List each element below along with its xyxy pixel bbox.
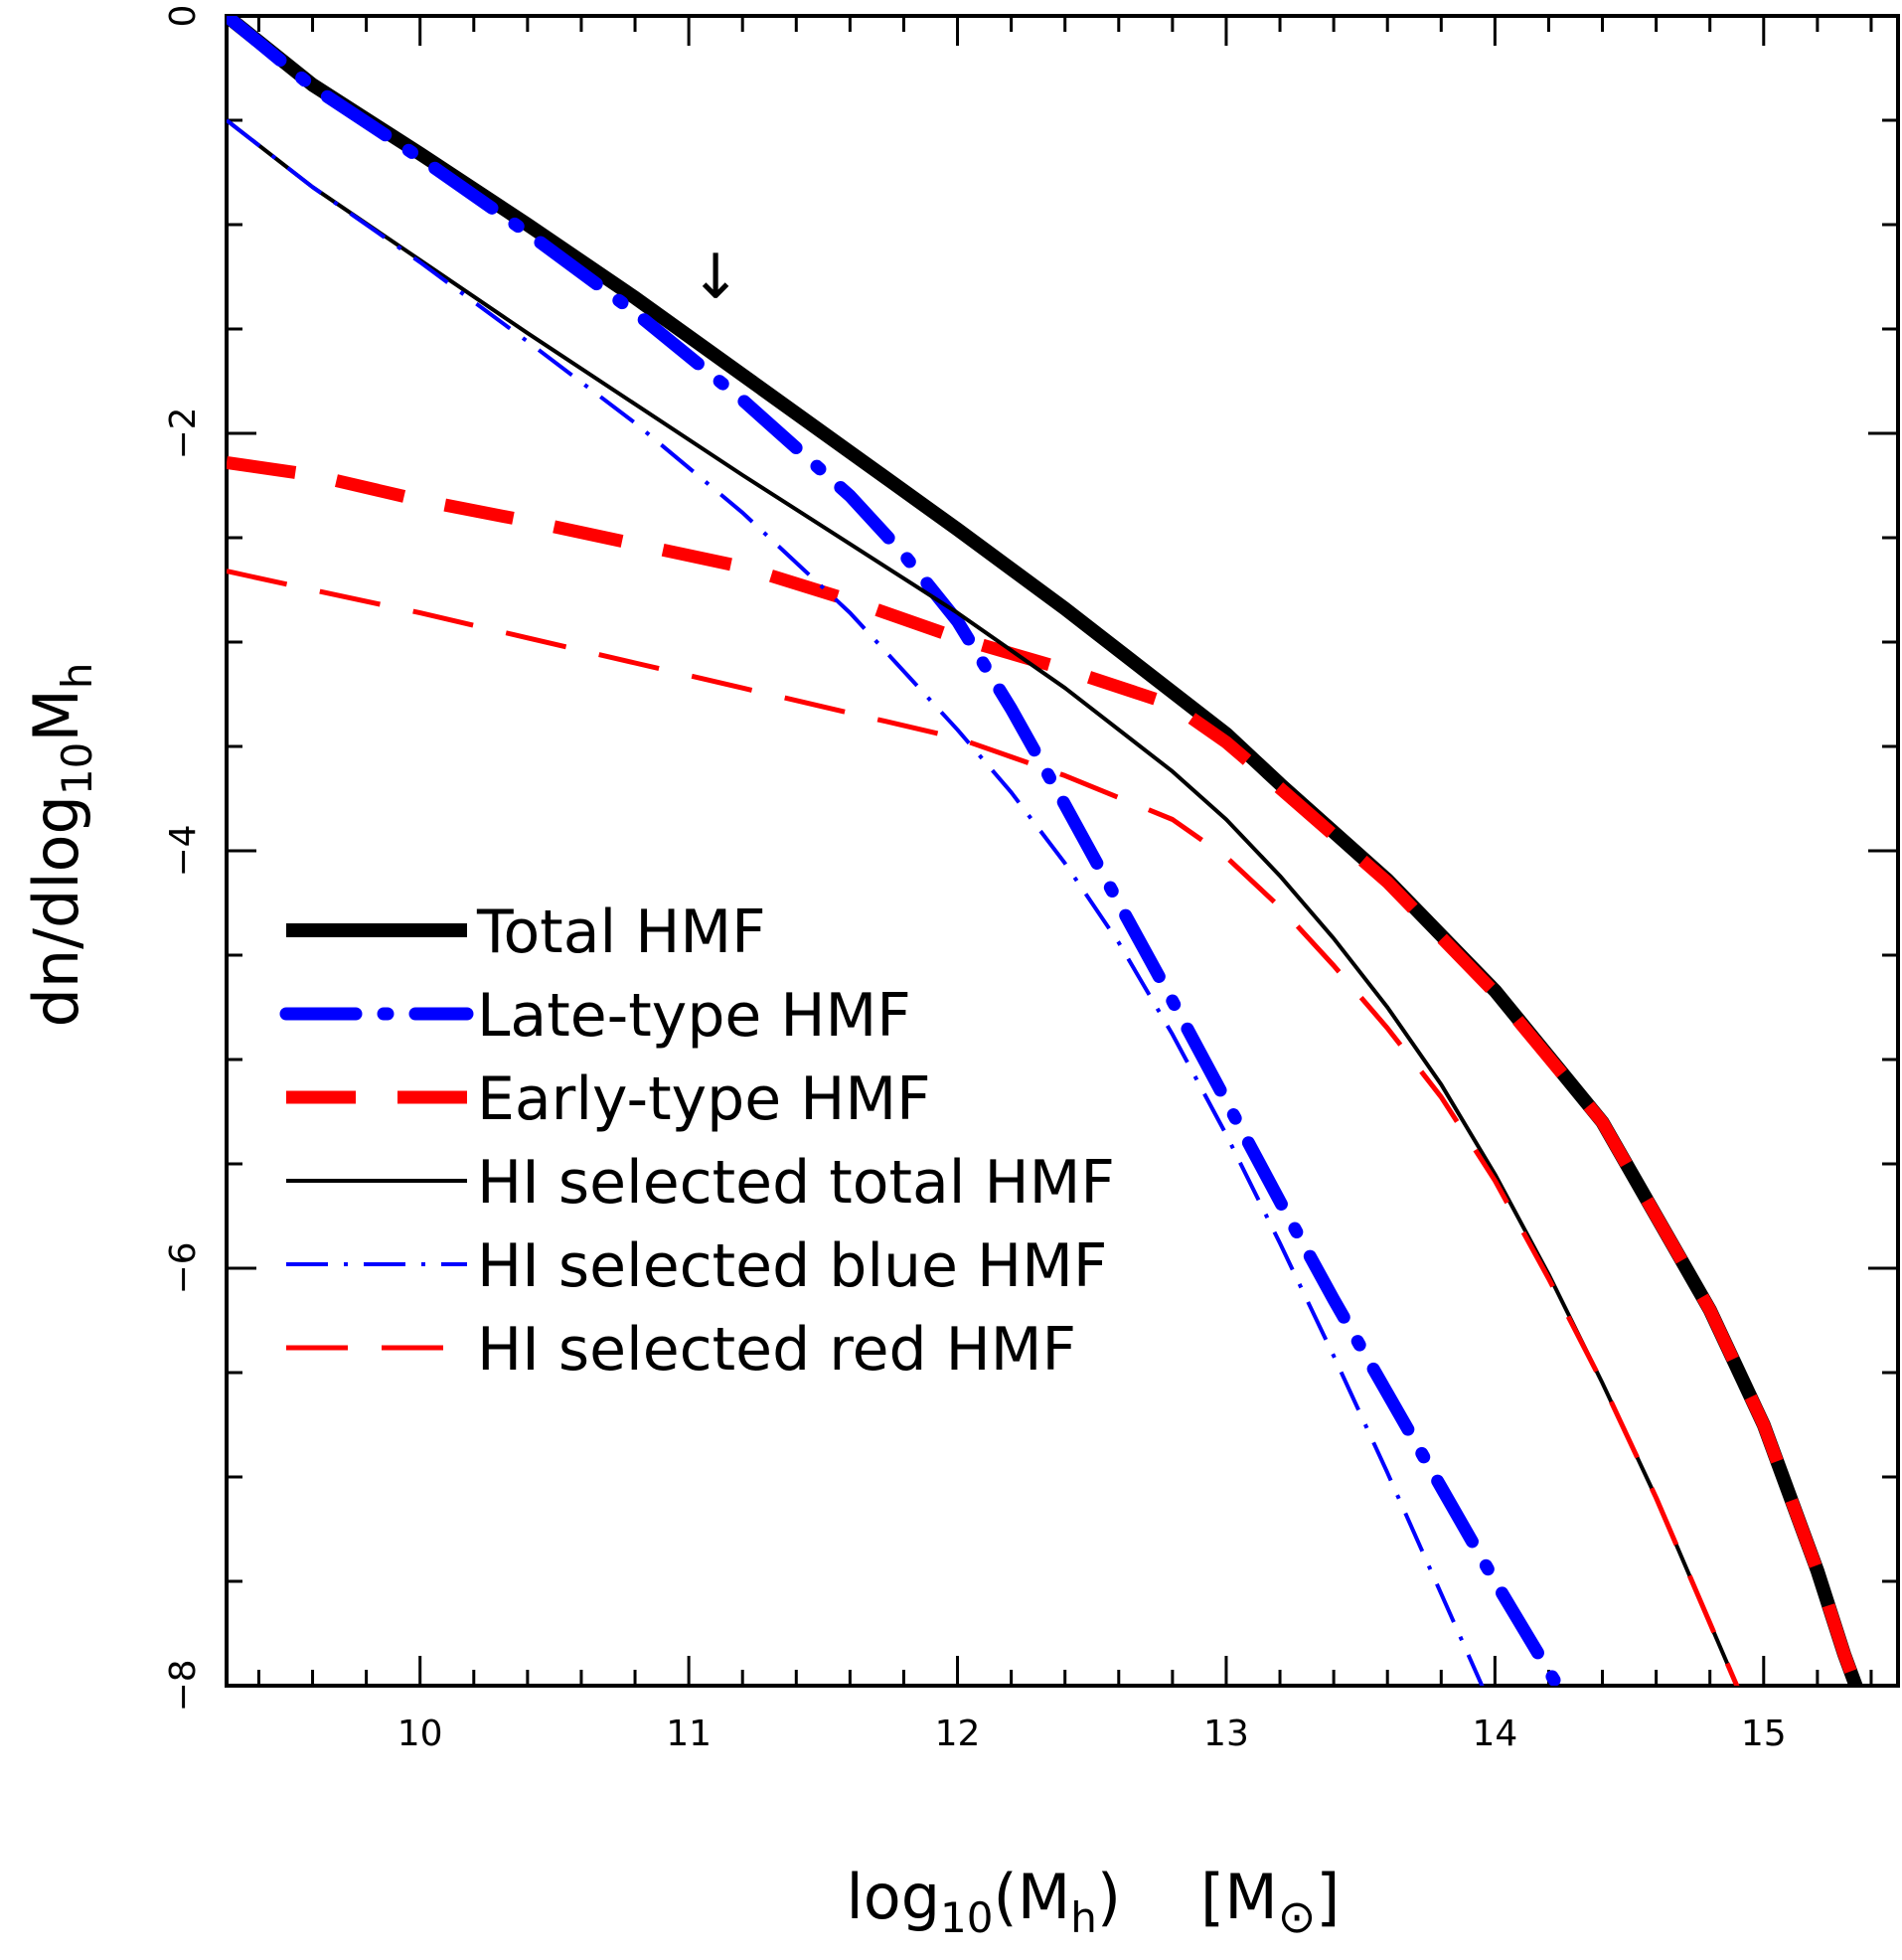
legend-label: Early-type HMF [477,1064,931,1134]
y-tick-label: 0 [163,5,204,28]
legend-item: HI selected red HMF [286,1315,1076,1385]
sun-symbol-icon: ⊙ [1278,1889,1317,1943]
x-axis-label: log10(Mh) [M⊙] [847,1861,1341,1943]
x-tick-label: 10 [397,1714,443,1754]
legend-item: Total HMF [286,898,766,967]
x-label-sub: 10 [940,1893,993,1942]
x-label-sub2: h [1070,1893,1097,1942]
arrow-down-icon: ↓ [690,241,741,313]
legend-item: Late-type HMF [279,981,911,1051]
legend-label: Total HMF [476,898,766,967]
y-label-sub: 10 [53,742,101,795]
x-tick-label: 14 [1472,1714,1517,1754]
legend-label: HI selected blue HMF [477,1231,1107,1301]
legend-label: HI selected total HMF [477,1148,1115,1218]
x-tick-labels: 10 11 12 13 14 15 [397,1714,1787,1754]
series-line-hi-selected-total-hmf [227,118,1739,1686]
series-layer [227,16,1863,1686]
y-label-sub2: h [53,663,101,690]
y-label-base: dn/dlog [20,795,92,1027]
series-line-late-type-hmf [227,16,1566,1686]
legend-item: HI selected blue HMF [286,1231,1107,1301]
legend-label: HI selected red HMF [477,1315,1076,1385]
legend-item: Early-type HMF [286,1064,931,1134]
plot-frame [225,14,1900,1688]
x-label-unit-close: ] [1316,1861,1340,1933]
x-label-end: ) [1097,1861,1121,1933]
x-tick-label: 13 [1203,1714,1249,1754]
y-tick-label: −8 [163,1659,204,1712]
y-tick-labels: 0 −2 −4 −6 −8 [163,5,204,1713]
series-line-total-hmf [227,16,1863,1686]
axis-ticks [227,14,1898,1688]
x-label-mid: (M [994,1861,1071,1933]
y-tick-label: −6 [163,1241,204,1294]
y-label-mid: M [20,689,92,742]
x-label-base: log [847,1861,941,1933]
x-label-unit-open: [M [1200,1861,1278,1933]
legend: Total HMF Late-type HMF Early-type HMF H… [279,898,1115,1385]
series-line-hi-selected-red-hmf [227,569,1740,1686]
y-tick-label: −4 [163,824,204,877]
x-tick-label: 12 [935,1714,981,1754]
y-axis-label: dn/dlog10Mh [20,663,101,1028]
legend-item: HI selected total HMF [286,1148,1115,1218]
x-tick-label: 11 [666,1714,712,1754]
legend-label: Late-type HMF [477,981,911,1051]
y-tick-label: −2 [163,407,204,459]
series-line-early-type-hmf [227,455,1863,1686]
series-line-hi-selected-blue-hmf [227,118,1485,1686]
x-tick-label: 15 [1741,1714,1787,1754]
